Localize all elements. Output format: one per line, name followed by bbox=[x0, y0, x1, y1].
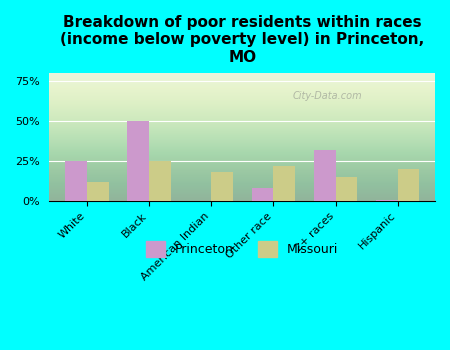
Bar bbox=[314, 150, 336, 201]
Bar bbox=[336, 177, 357, 201]
Bar bbox=[211, 172, 233, 201]
Bar bbox=[87, 182, 108, 201]
Legend: Princeton, Missouri: Princeton, Missouri bbox=[141, 236, 344, 261]
Bar bbox=[398, 169, 419, 201]
Bar bbox=[273, 166, 295, 201]
Bar bbox=[376, 199, 398, 201]
Text: City-Data.com: City-Data.com bbox=[292, 91, 362, 101]
Bar bbox=[127, 121, 149, 201]
Bar bbox=[65, 161, 87, 201]
Bar bbox=[252, 188, 273, 201]
Title: Breakdown of poor residents within races
(income below poverty level) in Princet: Breakdown of poor residents within races… bbox=[60, 15, 424, 65]
Bar bbox=[149, 161, 171, 201]
